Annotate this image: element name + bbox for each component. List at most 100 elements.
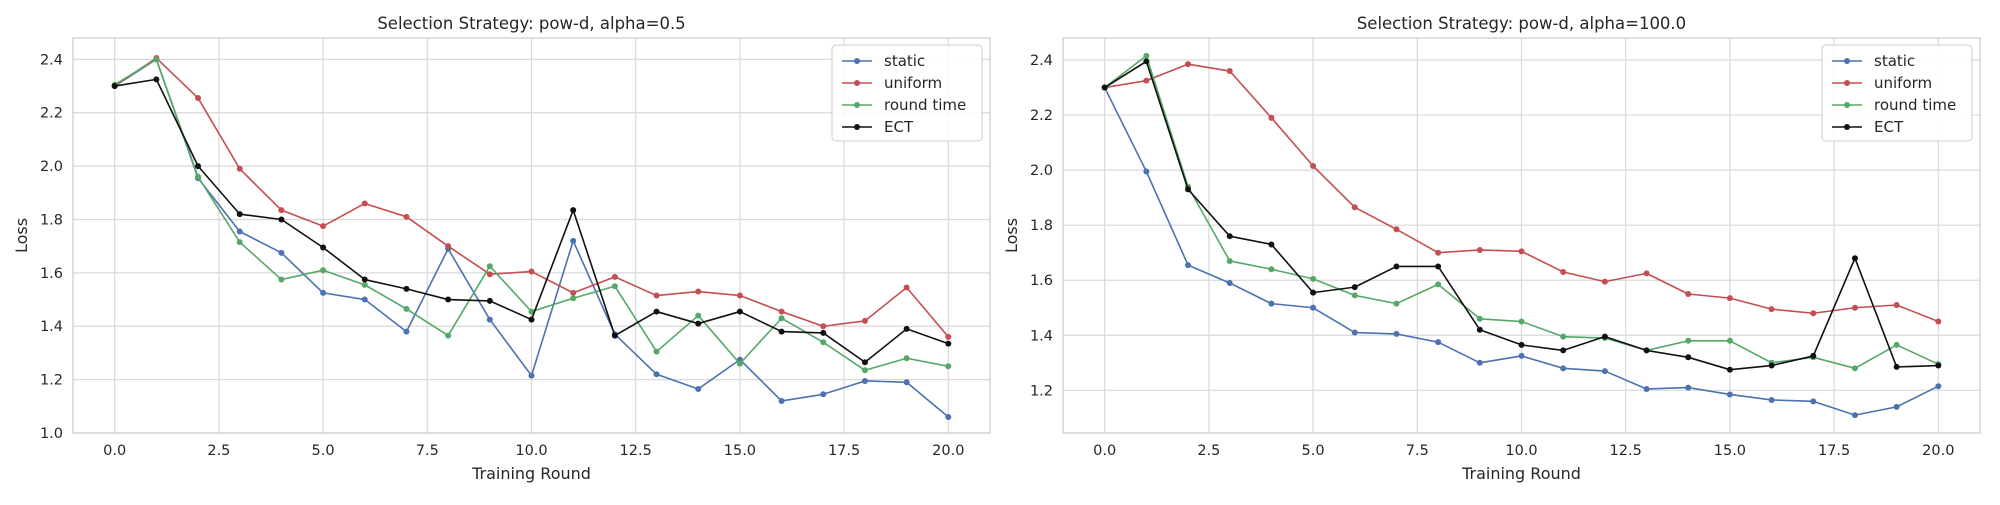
- legend-swatch-marker: [1844, 58, 1850, 64]
- series-static: [1101, 84, 1942, 419]
- data-point: [695, 385, 702, 392]
- y-tick-label: 1.2: [40, 373, 63, 389]
- data-point: [1851, 304, 1858, 311]
- data-point: [570, 237, 577, 244]
- x-tick-label: 7.5: [1406, 443, 1429, 459]
- data-point: [778, 308, 785, 315]
- legend-label: round time: [884, 96, 966, 114]
- data-point: [236, 239, 243, 246]
- legend-swatch-marker: [854, 124, 860, 130]
- plot-frame: [1062, 37, 1981, 434]
- legend-label: ECT: [884, 118, 914, 136]
- data-point: [1476, 359, 1483, 366]
- legend-label: static: [1874, 52, 1915, 70]
- data-point: [403, 213, 410, 220]
- x-tick-label: 7.5: [416, 443, 439, 459]
- data-point: [736, 292, 743, 299]
- data-point: [945, 340, 952, 347]
- data-point: [861, 377, 868, 384]
- data-point: [1601, 278, 1608, 285]
- legend-swatch-marker: [854, 58, 860, 64]
- data-point: [403, 328, 410, 335]
- data-point: [820, 323, 827, 330]
- data-point: [861, 317, 868, 324]
- data-point: [1143, 77, 1150, 84]
- data-point: [1143, 168, 1150, 175]
- data-point: [903, 379, 910, 386]
- data-point: [1476, 326, 1483, 333]
- data-point: [695, 320, 702, 327]
- data-point: [1893, 341, 1900, 348]
- y-axis-label: Loss: [1002, 218, 1021, 253]
- data-point: [1476, 246, 1483, 253]
- data-point: [320, 267, 327, 274]
- data-point: [236, 228, 243, 235]
- data-point: [1268, 300, 1275, 307]
- data-point: [486, 297, 493, 304]
- legend-label: static: [884, 52, 925, 70]
- data-point: [1310, 289, 1317, 296]
- data-point: [320, 223, 327, 230]
- data-point: [1435, 339, 1442, 346]
- data-point: [570, 295, 577, 302]
- data-point: [1476, 315, 1483, 322]
- data-point: [1726, 295, 1733, 302]
- data-point: [361, 276, 368, 283]
- data-point: [1435, 281, 1442, 288]
- data-point: [486, 263, 493, 270]
- data-point: [528, 372, 535, 379]
- data-point: [945, 413, 952, 420]
- data-point: [1393, 300, 1400, 307]
- data-point: [1851, 255, 1858, 262]
- data-point: [111, 83, 118, 90]
- data-point: [403, 305, 410, 312]
- series-ect: [111, 76, 952, 366]
- data-point: [1643, 385, 1650, 392]
- data-point: [1393, 263, 1400, 270]
- x-tick-label: 15.0: [1714, 443, 1746, 459]
- legend: static uniform round time ECT: [1821, 44, 1973, 142]
- data-point: [361, 200, 368, 207]
- data-point: [861, 367, 868, 374]
- chart-title: Selection Strategy: pow-d, alpha=0.5: [377, 14, 685, 33]
- legend-swatch-marker: [1844, 124, 1850, 130]
- data-point: [320, 289, 327, 296]
- data-point: [1518, 318, 1525, 325]
- y-tick-label: 2.0: [1030, 163, 1053, 179]
- data-point: [570, 289, 577, 296]
- data-point: [486, 271, 493, 278]
- data-point: [236, 165, 243, 172]
- data-point: [195, 95, 202, 102]
- data-point: [653, 371, 660, 378]
- data-point: [653, 348, 660, 355]
- legend-label: ECT: [1874, 118, 1904, 136]
- x-tick-label: 17.5: [828, 443, 860, 459]
- data-point: [1393, 330, 1400, 337]
- data-point: [1351, 292, 1358, 299]
- chart-panel-2: 0.0 2.5 5.0 7.5 10.0 12.5 15.0 17.5 20.0 1.2 1.4 1.…: [1002, 14, 1981, 483]
- series-round-time: [111, 56, 952, 374]
- legend-swatch-marker: [1844, 80, 1850, 86]
- chart-panel-1: 0.0 2.5 5.0 7.5 10.0 12.5 15.0 17.5 20.0 1.0 1.2 1.…: [12, 14, 991, 483]
- data-point: [820, 339, 827, 346]
- data-point: [278, 249, 285, 256]
- data-point: [1851, 412, 1858, 419]
- data-point: [1143, 58, 1150, 65]
- data-point: [320, 244, 327, 251]
- data-point: [1893, 403, 1900, 410]
- data-point: [778, 397, 785, 404]
- data-point: [1185, 61, 1192, 68]
- data-point: [1351, 204, 1358, 211]
- data-point: [820, 391, 827, 398]
- data-point: [1768, 396, 1775, 403]
- data-point: [1310, 275, 1317, 282]
- data-point: [1310, 162, 1317, 169]
- data-point: [528, 308, 535, 315]
- data-point: [1351, 284, 1358, 291]
- x-tick-label: 2.5: [207, 443, 230, 459]
- data-point: [528, 268, 535, 275]
- data-point: [903, 325, 910, 332]
- x-tick-label: 0.0: [1093, 443, 1116, 459]
- data-point: [1726, 337, 1733, 344]
